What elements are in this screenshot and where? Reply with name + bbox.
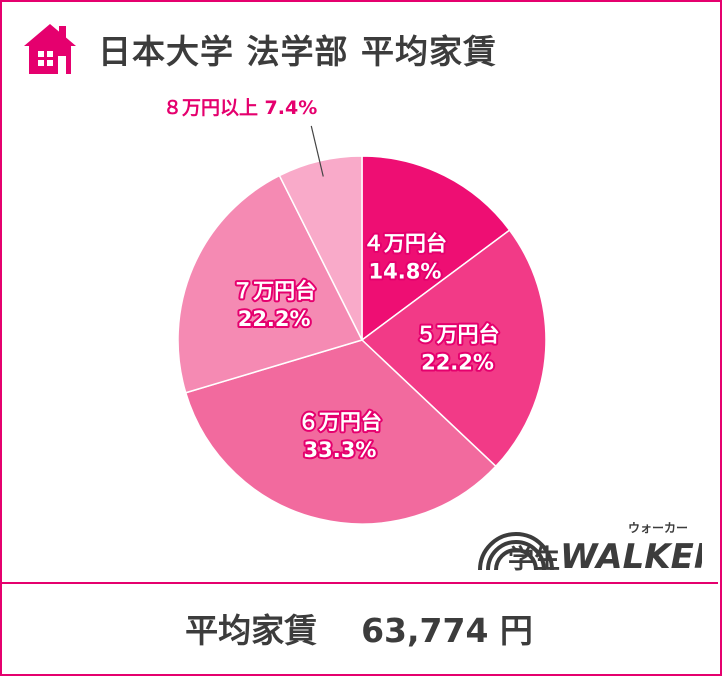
svg-text:学生: 学生 — [508, 544, 560, 572]
slice-value-label-0: 14.8% — [369, 259, 442, 283]
pie-slice-3 — [177, 174, 364, 394]
slice-label-outside-4: ８万円以上 7.4% — [163, 97, 317, 119]
slice-value-label-1: 22.2% — [421, 351, 494, 375]
logo-arcs — [478, 532, 554, 571]
title-row: 日本大学 法学部 平均家賃 — [22, 22, 497, 76]
pie-slice-2 — [184, 339, 497, 525]
slice-name-label-0: ４万円台 — [363, 231, 447, 255]
average-rent-label: 平均家賃 — [185, 611, 318, 650]
pie-chart: ４万円台 14.8% ５万円台 22.2% ６万円台 33.3% ７万円台 22.2% ８万円以… — [163, 97, 547, 525]
house-icon — [24, 24, 76, 74]
gakusei-walker-logo: 学生 WALKER ウォーカー — [478, 521, 702, 572]
slice-value-label-2: 33.3% — [304, 438, 377, 462]
svg-text:WALKER: WALKER — [560, 537, 702, 572]
leader-line-4 — [310, 125, 324, 177]
slice-name-label-2: ６万円台 — [298, 410, 382, 434]
svg-text:ウォーカー: ウォーカー — [628, 521, 688, 535]
chart-title: 日本大学 法学部 平均家賃 — [98, 32, 497, 71]
pie-slice-0 — [361, 155, 511, 342]
footer-average-rent: 平均家賃 63,774 円 — [0, 584, 718, 672]
slice-name-label-3: ７万円台 — [232, 279, 316, 303]
slice-name-label-1: ５万円台 — [416, 323, 500, 347]
footer-divider — [0, 582, 718, 584]
average-rent-value: 63,774 円 — [361, 611, 533, 650]
slice-value-label-3: 22.2% — [238, 307, 311, 331]
pie-slice-1 — [360, 229, 547, 468]
